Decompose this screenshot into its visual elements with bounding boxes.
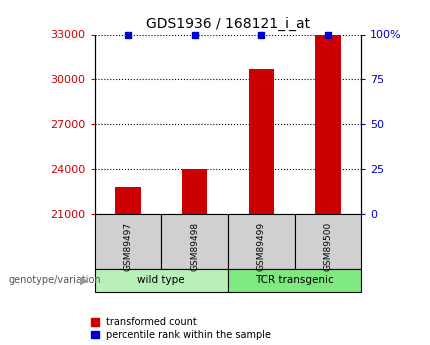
Bar — [115, 187, 141, 214]
Text: GSM89498: GSM89498 — [190, 222, 199, 271]
Text: TCR transgenic: TCR transgenic — [255, 275, 334, 285]
Text: wild type: wild type — [138, 275, 185, 285]
Text: genotype/variation: genotype/variation — [9, 275, 101, 285]
Text: GSM89499: GSM89499 — [257, 222, 266, 271]
Title: GDS1936 / 168121_i_at: GDS1936 / 168121_i_at — [146, 17, 310, 31]
Bar — [182, 169, 207, 214]
Text: ▶: ▶ — [80, 275, 88, 285]
Text: GSM89497: GSM89497 — [123, 222, 132, 271]
Text: GSM89500: GSM89500 — [323, 222, 332, 272]
Bar — [315, 34, 341, 214]
Legend: transformed count, percentile rank within the sample: transformed count, percentile rank withi… — [91, 317, 271, 340]
Bar — [249, 69, 274, 214]
